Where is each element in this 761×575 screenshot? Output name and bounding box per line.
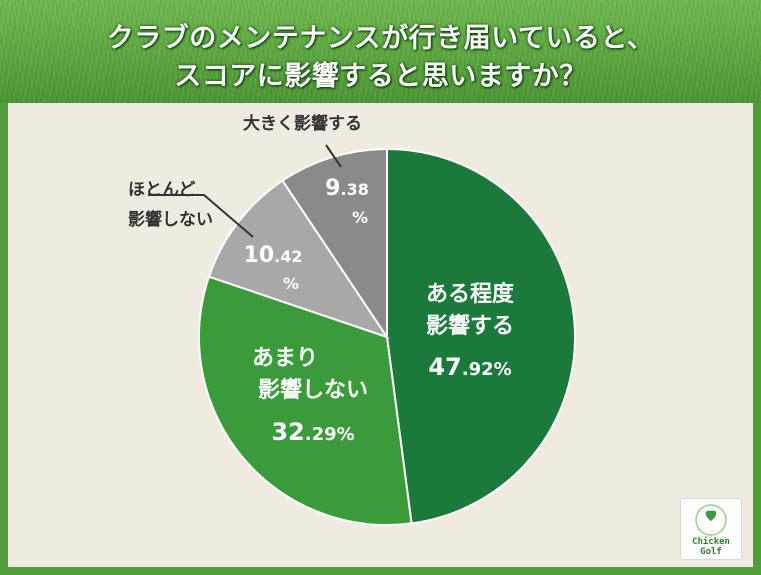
leader-line-hotondo (148, 194, 254, 238)
chicken-golf-logo: Chicken Golf (680, 498, 742, 560)
title-line-1: クラブのメンテナンスが行き届いていると、 (106, 23, 655, 54)
pie-slice-2 (207, 179, 390, 339)
slice-label-0-line-0: ある程度 (426, 281, 515, 307)
slice-value-0: 47.92% (428, 353, 511, 381)
logo-text-1: Chicken (692, 536, 730, 547)
slice-label-2-line-1: 影響しない (128, 209, 213, 230)
logo-leaf-icon (705, 510, 717, 521)
chart-panel: ある程度 影響する 47.92% あまり 影響しない 32.29% ほとんど 影響しない 10.… (8, 103, 753, 567)
title-line-2: スコアに影響すると思いますか？ (174, 61, 587, 92)
pie-chart: ある程度影響する47.92%あまり影響しない32.29%ほとんど影響しない10.… (128, 113, 576, 526)
slice-value-3: 9.38 (325, 176, 369, 201)
header-banner: クラブのメンテナンスが行き届いていると、 スコアに影響すると思いますか？ (0, 0, 761, 103)
leader-line-okiku (325, 144, 342, 168)
slice-label-2-line-0: ほとんど (128, 180, 196, 200)
slice-value-unit-3: % (352, 208, 368, 227)
slice-value-1: 32.29% (271, 418, 354, 446)
slice-label-1-line-0: あまり (252, 346, 318, 371)
slice-value-2: 10.42 (244, 243, 303, 268)
slice-label-3-line-0: 大きく影響する (243, 113, 362, 134)
pie-slice-1 (198, 275, 413, 526)
slice-label-0-line-1: 影響する (426, 313, 514, 339)
pie-slice-0 (386, 147, 576, 525)
slice-value-unit-2: % (283, 274, 299, 293)
logo-text-2: Golf (700, 547, 722, 557)
pie-slice-3 (281, 147, 388, 341)
logo-circle (695, 504, 727, 536)
slice-label-1-line-1: 影響しない (258, 377, 368, 403)
